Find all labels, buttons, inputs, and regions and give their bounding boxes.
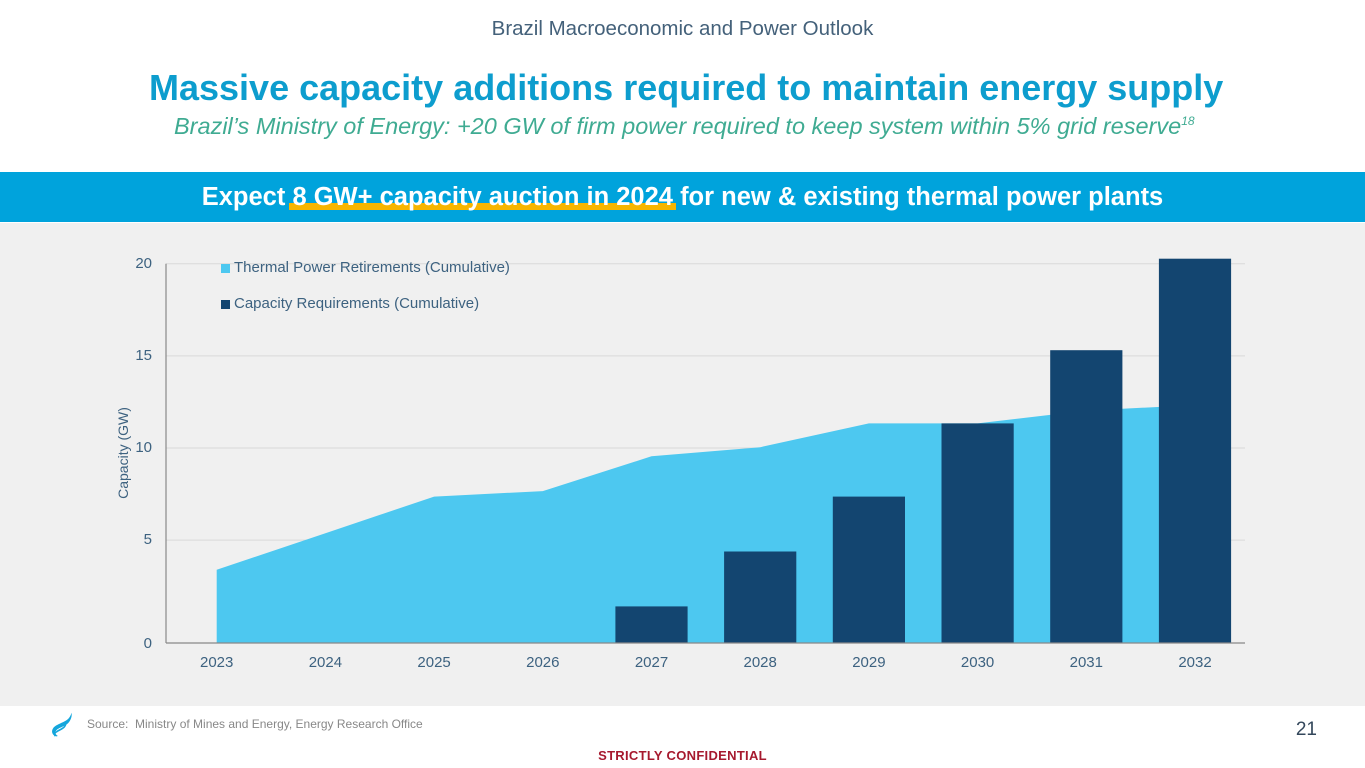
svg-text:2026: 2026 [526, 654, 559, 671]
svg-text:2032: 2032 [1178, 654, 1211, 671]
svg-text:Capacity Requirements (Cumulat: Capacity Requirements (Cumulative) [234, 295, 479, 312]
svg-text:2027: 2027 [635, 654, 668, 671]
svg-text:10: 10 [135, 439, 152, 456]
svg-text:Capacity (GW): Capacity (GW) [115, 407, 131, 499]
svg-text:2030: 2030 [961, 654, 994, 671]
svg-text:2024: 2024 [309, 654, 342, 671]
svg-text:0: 0 [144, 635, 152, 652]
svg-text:2023: 2023 [200, 654, 233, 671]
svg-text:15: 15 [135, 347, 152, 364]
svg-text:2028: 2028 [744, 654, 777, 671]
svg-text:2025: 2025 [417, 654, 450, 671]
svg-text:Thermal Power Retirements (Cum: Thermal Power Retirements (Cumulative) [234, 259, 510, 276]
svg-text:2029: 2029 [852, 654, 885, 671]
svg-text:5: 5 [144, 531, 152, 548]
svg-text:2031: 2031 [1070, 654, 1103, 671]
svg-text:20: 20 [135, 255, 152, 272]
